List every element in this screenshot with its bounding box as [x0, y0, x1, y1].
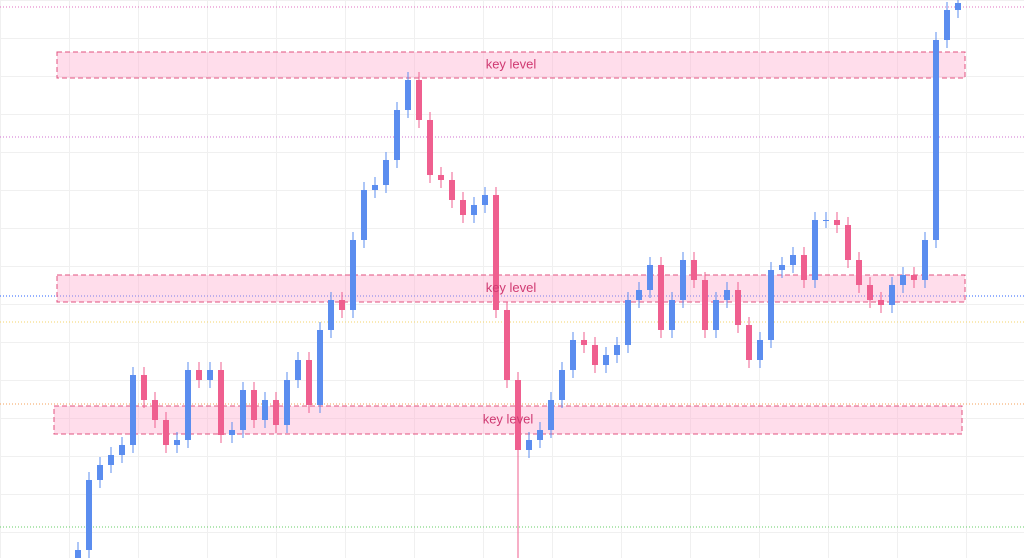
- candle-body: [163, 420, 169, 445]
- candle-body: [911, 275, 917, 280]
- candle-body: [416, 80, 422, 120]
- candle-body: [383, 160, 389, 185]
- candle-body: [570, 340, 576, 370]
- candle-body: [680, 260, 686, 300]
- candle-body: [493, 195, 499, 310]
- key-level-label: key level: [486, 280, 537, 295]
- candle-body: [262, 400, 268, 420]
- candle-body: [812, 220, 818, 280]
- candle-body: [273, 400, 279, 425]
- candle-body: [636, 290, 642, 300]
- candle-body: [251, 390, 257, 420]
- candle-body: [955, 3, 961, 10]
- candle-body: [328, 300, 334, 330]
- candle-body: [229, 430, 235, 435]
- candle-body: [735, 290, 741, 325]
- candle-body: [306, 360, 312, 405]
- candle-body: [504, 310, 510, 380]
- candle-body: [108, 455, 114, 465]
- candle-body: [537, 430, 543, 440]
- candle-body: [284, 380, 290, 425]
- candle-body: [592, 345, 598, 365]
- key-level-zone: [56, 51, 966, 79]
- candle-body: [218, 370, 224, 435]
- candle-body: [317, 330, 323, 405]
- candle-body: [845, 225, 851, 260]
- candle-body: [130, 375, 136, 445]
- candle-body: [900, 275, 906, 285]
- candle-body: [405, 80, 411, 110]
- candle-body: [185, 370, 191, 440]
- key-level-zone: [53, 405, 963, 435]
- candle-body: [119, 445, 125, 455]
- candle-body: [801, 255, 807, 280]
- candle-body: [779, 265, 785, 270]
- candle-body: [526, 440, 532, 450]
- candle-body: [361, 190, 367, 240]
- candle-body: [141, 375, 147, 400]
- candle-body: [691, 260, 697, 280]
- candle-body: [174, 440, 180, 445]
- candle-body: [196, 370, 202, 380]
- candle-body: [559, 370, 565, 400]
- candle-body: [944, 10, 950, 40]
- candle-body: [350, 240, 356, 310]
- candle-body: [97, 465, 103, 480]
- candle-body: [647, 265, 653, 290]
- candle-body: [372, 185, 378, 190]
- candle-body: [460, 200, 466, 215]
- candle-body: [86, 480, 92, 550]
- candle-body: [834, 220, 840, 225]
- candle-body: [746, 325, 752, 360]
- candle-body: [515, 380, 521, 450]
- candle-body: [581, 340, 587, 345]
- candle-body: [757, 340, 763, 360]
- candle-body: [867, 285, 873, 300]
- candle-body: [603, 355, 609, 365]
- candle-body: [625, 300, 631, 345]
- candle-body: [295, 360, 301, 380]
- candle-body: [394, 110, 400, 160]
- candle-body: [482, 195, 488, 205]
- candle-body: [724, 290, 730, 300]
- candle-body: [702, 280, 708, 330]
- key-level-label: key level: [483, 411, 534, 426]
- key-level-label: key level: [486, 56, 537, 71]
- candle-body: [878, 300, 884, 305]
- candle-body: [922, 240, 928, 280]
- candle-body: [75, 550, 81, 558]
- candle-body: [713, 300, 719, 330]
- candle-body: [823, 220, 829, 221]
- candle-body: [427, 120, 433, 175]
- candle-body: [658, 265, 664, 330]
- candle-body: [207, 370, 213, 380]
- candle-body: [438, 175, 444, 180]
- candle-body: [548, 400, 554, 430]
- candle-body: [790, 255, 796, 265]
- candle-body: [614, 345, 620, 355]
- candle-body: [856, 260, 862, 285]
- candle-body: [768, 270, 774, 340]
- candle-body: [933, 40, 939, 240]
- candle-body: [889, 285, 895, 305]
- candle-body: [240, 390, 246, 430]
- candle-body: [449, 180, 455, 200]
- candle-body: [152, 400, 158, 420]
- candle-body: [669, 300, 675, 330]
- candle-body: [471, 205, 477, 215]
- candle-body: [339, 300, 345, 310]
